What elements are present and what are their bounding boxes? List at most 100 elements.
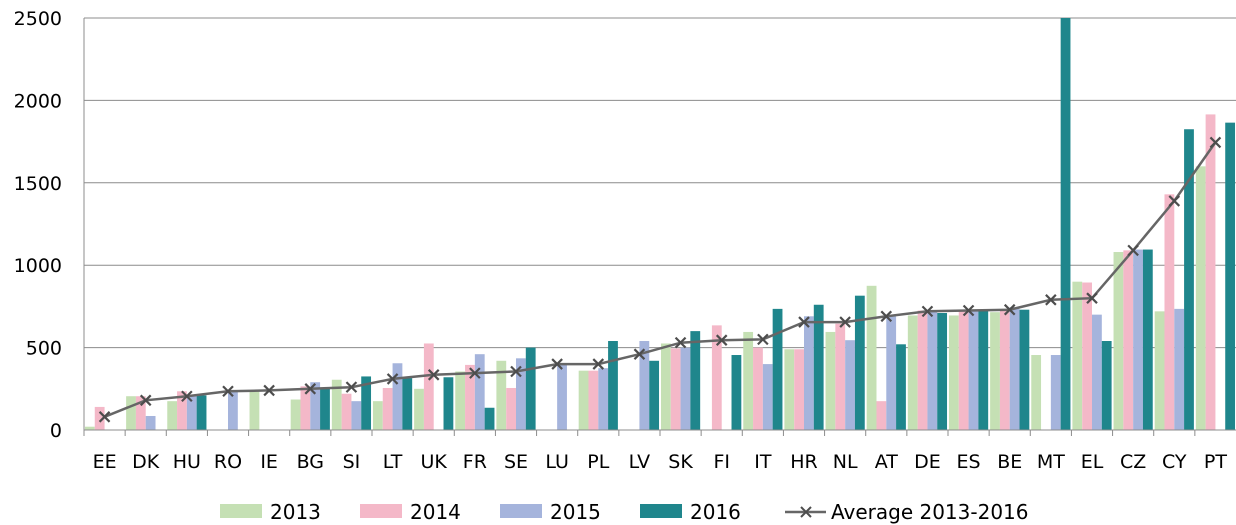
bar-2015-SI — [351, 401, 362, 430]
legend-label: 2015 — [550, 500, 601, 524]
average-marker-AT — [880, 310, 893, 323]
bar-2013-DK — [126, 396, 136, 430]
bar-2016-HU — [196, 395, 207, 430]
x-tick-label: SE — [504, 451, 528, 473]
legend-item-average: Average 2013-2016 — [785, 500, 1029, 524]
bar-2016-AT — [896, 344, 906, 430]
average-marker-ES — [962, 304, 975, 317]
bar-2014-PT — [1205, 114, 1216, 431]
bar-2016-HR — [813, 304, 824, 430]
bar-2016-SE — [525, 347, 536, 430]
bar-2014-CY — [1164, 194, 1175, 430]
legend-item-2013: 2013 — [220, 500, 321, 524]
bar-2016-PL — [608, 341, 618, 430]
bar-2016-LT — [402, 378, 413, 430]
bar-2013-NL — [825, 331, 836, 430]
x-tick-label: MT — [1037, 451, 1065, 473]
bar-2014-DE — [917, 310, 928, 430]
x-tick-label: AT — [875, 451, 899, 473]
x-tick-label: PL — [587, 451, 609, 473]
bar-2014-SK — [670, 348, 681, 430]
bar-2016-FI — [731, 355, 742, 430]
average-marker-BE — [1003, 303, 1016, 316]
x-tick-label: DE — [914, 451, 941, 473]
average-marker-SE — [510, 365, 522, 378]
bar-2014-LT — [382, 387, 393, 430]
bar-2015-ES — [968, 310, 979, 430]
bar-2013-IE — [249, 390, 260, 430]
x-tick-label: BE — [997, 451, 1022, 473]
bar-2013-EL — [1072, 281, 1083, 430]
y-tick-label: 1500 — [14, 173, 62, 195]
average-marker-FI — [715, 334, 728, 346]
bar-2016-NL — [854, 295, 865, 430]
bar-2013-FR — [455, 371, 466, 430]
bar-2014-NL — [835, 323, 846, 430]
legend-swatch — [640, 504, 682, 518]
average-marker-RO — [222, 385, 234, 398]
average-line — [98, 136, 1222, 423]
bar-2013-BE — [990, 312, 1000, 430]
bar-2014-EL — [1082, 282, 1092, 430]
legend-label: 2014 — [410, 500, 461, 524]
average-marker-MT — [1045, 294, 1057, 306]
bar-2014-AT — [876, 401, 887, 430]
bar-2014-BG — [300, 386, 311, 430]
x-tick-label: HR — [790, 451, 818, 473]
gridlines — [84, 17, 1236, 349]
average-marker-CZ — [1127, 244, 1139, 257]
bar-2013-PT — [1195, 166, 1206, 430]
average-marker-IT — [757, 333, 769, 346]
bar-2015-BE — [1009, 307, 1020, 430]
x-tick-label: HU — [173, 451, 201, 473]
legend-swatch — [360, 504, 402, 518]
bar-2014-DK — [135, 396, 146, 430]
y-tick-label: 1000 — [14, 255, 62, 277]
bar-2013-BG — [290, 399, 301, 430]
bar-2013-ES — [948, 315, 959, 430]
bar-2013-DE — [907, 315, 918, 430]
bar-2014-HR — [794, 349, 804, 430]
legend-item-2015: 2015 — [500, 500, 601, 524]
bar-2016-LV — [649, 360, 660, 430]
average-marker-LV — [633, 348, 646, 360]
bar-2013-CZ — [1113, 252, 1124, 430]
bar-2015-CZ — [1133, 249, 1143, 430]
average-line-path — [104, 141, 1217, 418]
legend-swatch — [220, 504, 262, 518]
x-tick-label: FI — [713, 451, 730, 473]
bar-2016-CZ — [1142, 249, 1153, 430]
bar-2016-BG — [320, 387, 330, 430]
bar-2015-DK — [145, 415, 156, 430]
bar-2015-CY — [1174, 308, 1185, 430]
bar-2015-HR — [804, 316, 814, 430]
average-marker-SI — [345, 381, 358, 393]
bar-2015-BG — [310, 382, 321, 430]
bar-2014-SI — [341, 393, 352, 430]
bar-2016-UK — [443, 377, 454, 430]
bar-2013-MT — [1031, 355, 1042, 430]
x-tick-label: EL — [1081, 451, 1104, 473]
bar-2013-UK — [414, 388, 424, 430]
bar-2015-AT — [886, 316, 897, 430]
x-tick-label: NL — [833, 451, 858, 473]
bar-2016-MT — [1060, 18, 1071, 430]
average-marker-SK — [674, 336, 687, 349]
bar-2015-LV — [639, 341, 650, 430]
average-marker-HR — [798, 316, 810, 328]
bars — [84, 18, 1236, 431]
average-marker-NL — [839, 316, 851, 328]
average-marker-FR — [469, 367, 481, 379]
bar-2016-PT — [1225, 122, 1236, 430]
y-tick-label: 2000 — [14, 90, 62, 112]
bar-2016-EL — [1101, 341, 1112, 430]
tick-labels: 0 500 1000 1500 2000 2500 EE DK HU RO IE BG SI LT UK FR… — [14, 8, 1228, 473]
bar-2016-CY — [1184, 129, 1194, 431]
bar-2013-SE — [496, 360, 507, 430]
x-tick-label: IT — [754, 451, 772, 473]
bar-2013-CY — [1154, 311, 1165, 430]
bar-2013-AT — [866, 285, 877, 430]
legend-label: 2013 — [270, 500, 321, 524]
bar-2015-NL — [845, 340, 855, 430]
bar-2014-FR — [465, 364, 475, 430]
